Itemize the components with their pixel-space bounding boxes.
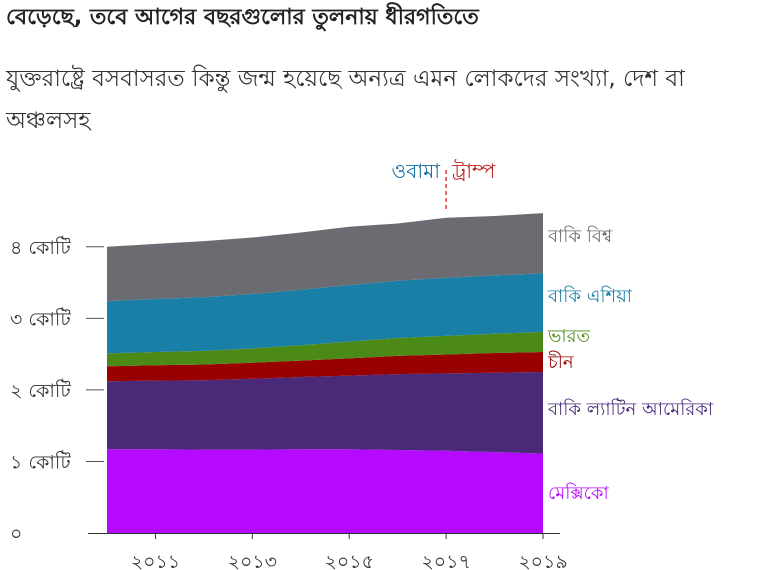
x-tick-label-4: ২০১৯ bbox=[518, 551, 567, 570]
area-layers bbox=[107, 213, 543, 533]
series-label-0: মেক্সিকো bbox=[548, 483, 609, 504]
chart-title: বেড়েছে, তবে আগের বছরগুলোর তুলনায় ধীরগত… bbox=[6, 5, 479, 30]
obama-label: ওবামা bbox=[392, 159, 442, 183]
chart-subtitle: যুক্তরাষ্ট্রে বসবাসরত কিন্তু জন্ম হয়েছে… bbox=[6, 66, 685, 134]
trump-label: ট্রাম্প bbox=[451, 159, 496, 183]
series-label-3: ভারত bbox=[547, 326, 591, 347]
y-tick-label-3: ৩ কোটি bbox=[10, 307, 71, 330]
series-label-5: বাকি বিশ্ব bbox=[547, 226, 613, 247]
series-label-4: বাকি এশিয়া bbox=[547, 286, 633, 307]
y-tick-label-1: ১ কোটি bbox=[10, 450, 71, 473]
y-tick-label-0: ০ bbox=[10, 523, 22, 545]
x-tick-label-1: ২০১৩ bbox=[228, 551, 277, 570]
area-series-3 bbox=[107, 331, 543, 367]
series-labels: মেক্সিকো বাকি ল্যাটিন আমেরিকা চীন ভারত বাকি … bbox=[547, 226, 714, 504]
x-tick-label-3: ২০১৭ bbox=[421, 551, 470, 570]
x-axis: ২০১১ ২০১৩ ২০১৫ ২০১৭ ২০১৯ bbox=[88, 533, 568, 570]
x-tick-label-2: ২০১৫ bbox=[325, 551, 374, 570]
series-label-1: বাকি ল্যাটিন আমেরিকা bbox=[547, 398, 714, 420]
y-tick-label-4: ৪ কোটি bbox=[10, 236, 71, 259]
area-series-0 bbox=[107, 449, 543, 533]
area-series-4 bbox=[107, 273, 543, 354]
y-tick-label-2: ২ কোটি bbox=[10, 379, 71, 402]
y-axis: ০ ১ কোটি ২ কোটি ৩ কোটি ৪ কোটি bbox=[10, 236, 104, 545]
area-series-5 bbox=[107, 213, 543, 302]
area-series-2 bbox=[107, 352, 543, 382]
x-tick-label-0: ২০১১ bbox=[131, 551, 180, 570]
area-series-1 bbox=[107, 372, 543, 454]
series-label-2: চীন bbox=[547, 351, 574, 373]
